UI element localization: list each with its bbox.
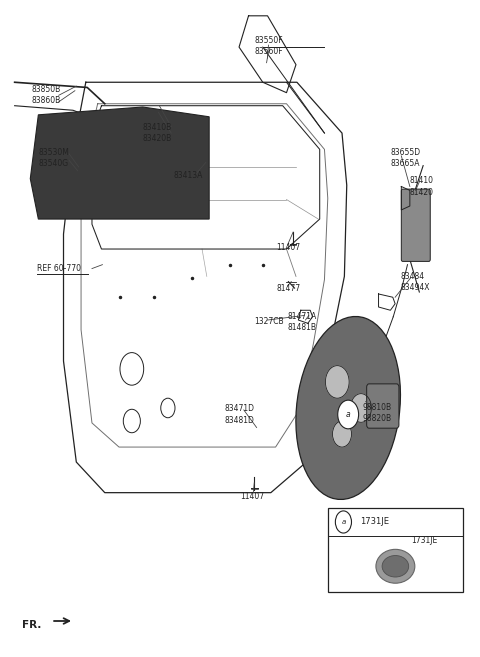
Circle shape	[338, 400, 359, 429]
Text: 83413A: 83413A	[174, 171, 203, 180]
Circle shape	[333, 421, 351, 447]
Text: FR.: FR.	[22, 620, 41, 630]
Circle shape	[350, 394, 372, 422]
Text: 1731JE: 1731JE	[411, 535, 437, 545]
Text: 81477: 81477	[276, 284, 300, 292]
Text: 11407: 11407	[276, 242, 300, 252]
FancyBboxPatch shape	[367, 384, 399, 428]
Text: 1731JE: 1731JE	[360, 518, 389, 526]
Text: 98810B
98820B: 98810B 98820B	[362, 403, 392, 423]
FancyBboxPatch shape	[328, 508, 463, 593]
Text: 83850B
83860B: 83850B 83860B	[31, 85, 60, 105]
Text: a: a	[346, 410, 350, 419]
Text: 81471A
81481B: 81471A 81481B	[288, 312, 317, 332]
Text: 1327CB: 1327CB	[254, 317, 284, 327]
Text: 83471D
83481D: 83471D 83481D	[225, 405, 255, 424]
Text: 83410B
83420B: 83410B 83420B	[143, 123, 172, 143]
Text: REF 60-770: REF 60-770	[37, 264, 81, 273]
Text: a: a	[341, 519, 346, 525]
FancyBboxPatch shape	[401, 189, 430, 261]
Circle shape	[325, 366, 349, 398]
Text: 83530M
83540G: 83530M 83540G	[38, 148, 69, 168]
Polygon shape	[30, 107, 209, 219]
Text: 83550F
83560F: 83550F 83560F	[254, 36, 283, 57]
Circle shape	[336, 511, 351, 533]
Text: 81410
81420: 81410 81420	[410, 177, 434, 196]
Ellipse shape	[376, 549, 415, 583]
Ellipse shape	[382, 556, 408, 577]
Text: 83484
83494X: 83484 83494X	[400, 271, 430, 292]
Ellipse shape	[296, 317, 400, 499]
Text: 11407: 11407	[240, 492, 264, 501]
Text: 83655D
83665A: 83655D 83665A	[391, 148, 421, 168]
